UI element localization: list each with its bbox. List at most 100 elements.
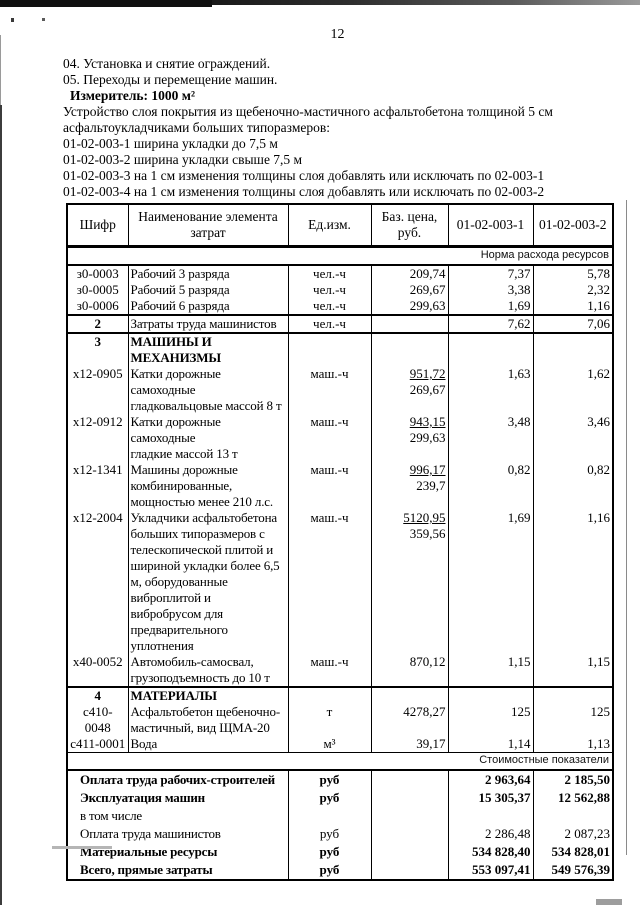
row-price: 209,74: [370, 265, 448, 282]
row-price: 39,17: [370, 736, 448, 753]
price-denominator: 239,7: [416, 478, 446, 493]
row-value-1: 1,63: [447, 366, 533, 414]
row-name: Рабочий 5 разряда: [127, 282, 288, 298]
scan-artifact-left-edge-light: [0, 35, 1, 105]
row-value-1: 3,48: [447, 414, 533, 462]
description-line: 01-02-003-2 ширина укладки свыше 7,5 м: [63, 152, 303, 167]
row-name: Машины дорожные комбинированные, мощност…: [127, 462, 288, 510]
row-name: Автомобиль-самосвал, грузоподъемность до…: [127, 654, 288, 687]
row-value-2: 1,62: [532, 366, 613, 414]
price-denominator: 359,56: [409, 526, 446, 541]
header-cell-price: Баз. цена, руб.: [370, 204, 448, 248]
summary-value-2: 2 087,23: [532, 825, 613, 843]
row-value-2: 1,16: [532, 298, 613, 315]
header-cell-code: Шифр: [67, 204, 128, 248]
row-value-1: 7,37: [447, 265, 533, 282]
table-header-row: Шифр Наименование элемента затрат Ед.изм…: [67, 204, 613, 248]
summary-name: в том числе: [80, 808, 142, 823]
empty-cell: [447, 686, 533, 704]
price-numerator: 951,72: [409, 366, 446, 381]
row-name: Вода: [127, 736, 288, 753]
row-unit: чел.-ч: [287, 265, 371, 282]
row-unit: маш.-ч: [287, 654, 371, 687]
row-unit: чел.-ч: [287, 314, 371, 333]
row-price: 299,63: [370, 298, 448, 315]
table-row: з0-0005 Рабочий 5 разряда чел.-ч 269,67 …: [67, 282, 613, 298]
row-code: з0-0006: [76, 298, 119, 313]
row-unit: маш.-ч: [287, 510, 371, 654]
row-code: з0-0005: [76, 282, 119, 297]
summary-value-2: 549 576,39: [532, 861, 613, 880]
table-row: х12-2004 Укладчики асфальтобетона больши…: [67, 510, 613, 654]
row-price: 870,12: [370, 654, 448, 687]
row-value-1: 125: [447, 704, 533, 736]
row-value-2: 5,78: [532, 265, 613, 282]
empty-cell: [287, 332, 371, 366]
price-denominator: 269,67: [409, 382, 446, 397]
summary-unit: руб: [287, 825, 371, 843]
row-name: Катки дорожные самоходные гладкие массой…: [127, 414, 288, 462]
table-row: з0-0003 Рабочий 3 разряда чел.-ч 209,74 …: [67, 265, 613, 282]
summary-value-1: 15 305,37: [447, 789, 533, 807]
summary-unit: [287, 807, 371, 825]
band-label-cost: Стоимостные показатели: [67, 752, 613, 771]
header-cell-unit: Ед.изм.: [287, 204, 371, 248]
summary-name: Оплата труда рабочих-строителей: [80, 772, 275, 787]
price-numerator: 943,15: [409, 414, 446, 429]
row-value-1: 1,14: [447, 736, 533, 753]
row-name: Укладчики асфальтобетона больших типораз…: [127, 510, 288, 654]
empty-cell: [370, 686, 448, 704]
scan-artifact-page-edge: [626, 200, 627, 855]
row-code: х12-2004: [72, 510, 123, 525]
page-number: 12: [330, 27, 345, 42]
row-unit: маш.-ч: [287, 366, 371, 414]
row-value-2: 3,46: [532, 414, 613, 462]
intro-line: 05. Переходы и перемещение машин.: [63, 72, 278, 87]
table-row: з0-0006 Рабочий 6 разряда чел.-ч 299,63 …: [67, 298, 613, 315]
empty-cell: [370, 843, 448, 861]
summary-unit: руб: [287, 789, 371, 807]
empty-cell: [370, 825, 448, 843]
row-value-1: 1,15: [447, 654, 533, 687]
summary-value-2: 534 828,01: [532, 843, 613, 861]
table-row: с410-0048 Асфальтобетон щебеночно- масти…: [67, 704, 613, 736]
empty-cell: [370, 861, 448, 880]
scan-artifact-bottom-right: [596, 899, 622, 905]
summary-value-1: [447, 807, 533, 825]
summary-unit: руб: [287, 770, 371, 789]
description-line: 01-02-003-1 ширина укладки до 7,5 м: [63, 136, 278, 151]
row-unit: чел.-ч: [287, 298, 371, 315]
header-cell-norm2: 01-02-003-2: [532, 204, 613, 248]
summary-name: Оплата труда машинистов: [80, 826, 221, 841]
empty-cell: [370, 789, 448, 807]
header-cell-name: Наименование элемента затрат: [127, 204, 288, 248]
row-price: 951,72 269,67: [370, 366, 448, 414]
section-title: МАТЕРИАЛЫ: [127, 686, 288, 704]
row-name: Асфальтобетон щебеночно- мастичный, вид …: [127, 704, 288, 736]
cost-table: Шифр Наименование элемента затрат Ед.изм…: [66, 203, 614, 881]
row-unit: т: [287, 704, 371, 736]
summary-row-total: Всего, прямые затраты руб 553 097,41 549…: [67, 861, 613, 880]
row-value-2: 0,82: [532, 462, 613, 510]
row-price: 269,67: [370, 282, 448, 298]
description-line: Устройство слоя покрытия из щебеночно-ма…: [63, 104, 553, 119]
intro-line: 04. Установка и снятие ограждений.: [63, 56, 271, 71]
row-unit: чел.-ч: [287, 282, 371, 298]
description-line: 01-02-003-3 на 1 см изменения толщины сл…: [63, 168, 545, 183]
summary-row: Материальные ресурсы руб 534 828,40 534 …: [67, 843, 613, 861]
table-row: х40-0052 Автомобиль-самосвал, грузоподъе…: [67, 654, 613, 687]
row-value-1: 0,82: [447, 462, 533, 510]
row-unit: м³: [287, 736, 371, 753]
row-value-2: 1,13: [532, 736, 613, 753]
summary-value-1: 2 286,48: [447, 825, 533, 843]
row-unit: маш.-ч: [287, 462, 371, 510]
empty-cell: [447, 332, 533, 366]
summary-unit: руб: [287, 861, 371, 880]
measurer-line: Измеритель: 1000 м²: [70, 88, 196, 103]
row-code: х12-0912: [72, 414, 123, 429]
row-code: х40-0052: [72, 654, 123, 669]
row-price: 996,17 239,7: [370, 462, 448, 510]
table-row: х12-0905 Катки дорожные самоходные гладк…: [67, 366, 613, 414]
row-name: Затраты труда машинистов: [127, 314, 288, 333]
row-value-1: 7,62: [447, 314, 533, 333]
